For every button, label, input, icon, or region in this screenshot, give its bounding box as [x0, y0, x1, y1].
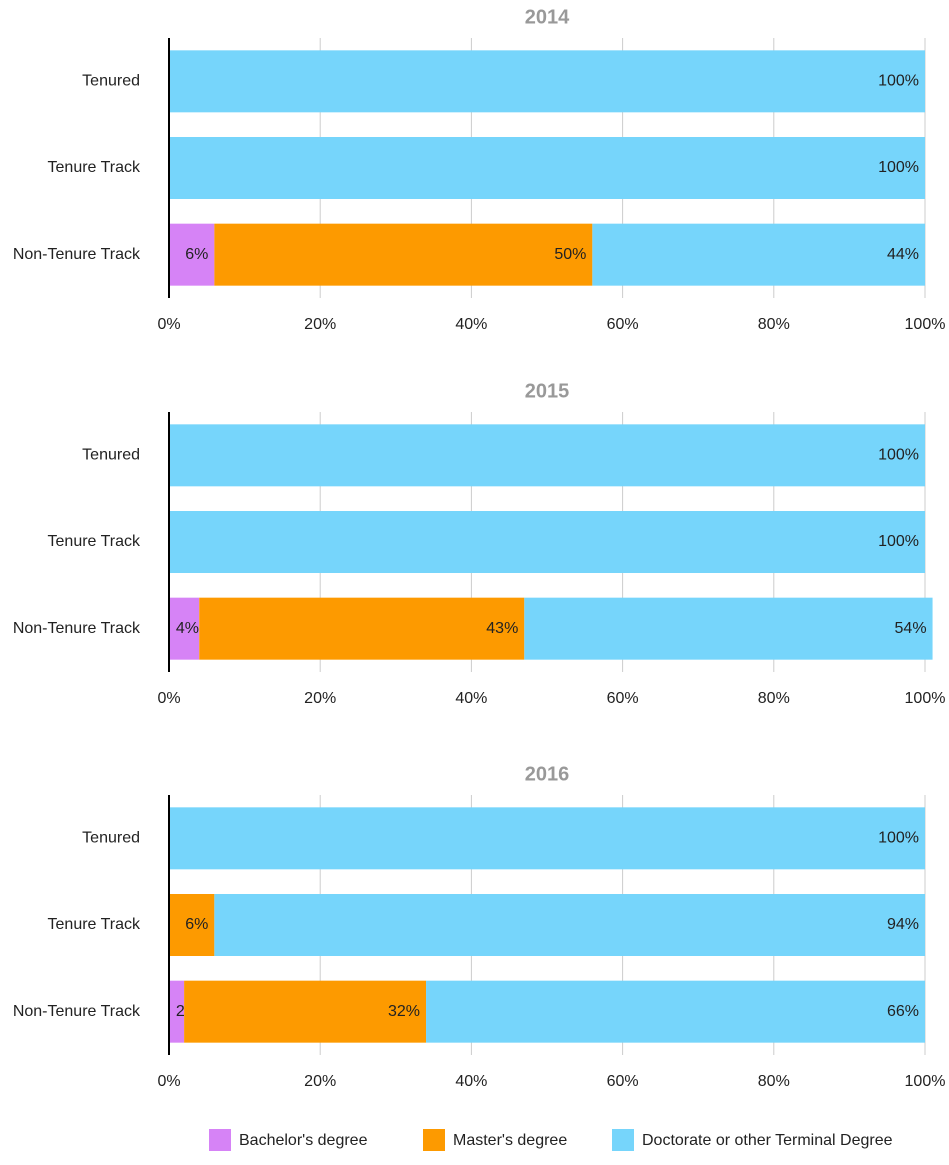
data-label: 100% [878, 533, 919, 550]
data-label: 4% [176, 620, 199, 637]
bar-segment [214, 894, 926, 956]
y-tick-label: Tenure Track [48, 916, 141, 933]
x-tick-label: 0% [157, 1073, 180, 1090]
x-tick-label: 100% [905, 690, 946, 707]
bar-segment [169, 50, 925, 113]
data-label: 43% [486, 620, 518, 637]
bar-segment [214, 223, 593, 286]
x-tick-label: 40% [455, 1073, 487, 1090]
x-tick-label: 20% [304, 1073, 336, 1090]
x-tick-label: 20% [304, 316, 336, 333]
x-tick-label: 40% [455, 316, 487, 333]
x-tick-label: 40% [455, 690, 487, 707]
data-label: 6% [185, 916, 208, 933]
x-tick-label: 80% [758, 1073, 790, 1090]
bar-segment [184, 980, 427, 1043]
data-label: 6% [185, 246, 208, 263]
data-label: 66% [887, 1003, 919, 1020]
legend-swatch [209, 1129, 231, 1151]
y-tick-label: Non-Tenure Track [13, 1003, 141, 1020]
legend-label: Master's degree [453, 1132, 567, 1149]
bar-segment [426, 980, 925, 1043]
x-tick-label: 100% [905, 316, 946, 333]
bar-segment [169, 807, 925, 870]
bar-segment [169, 597, 200, 660]
bar-segment [169, 137, 925, 199]
y-tick-label: Tenure Track [48, 159, 141, 176]
bar-segment [199, 597, 525, 660]
y-tick-label: Tenured [82, 73, 140, 90]
x-tick-label: 80% [758, 690, 790, 707]
bar-segment [169, 424, 925, 487]
chart-title: 2016 [525, 763, 570, 785]
x-tick-label: 20% [304, 690, 336, 707]
legend-swatch [612, 1129, 634, 1151]
data-label: 94% [887, 916, 919, 933]
bar-segment [169, 980, 185, 1043]
legend-label: Doctorate or other Terminal Degree [642, 1132, 893, 1149]
data-label: 50% [554, 246, 586, 263]
bar-segment [169, 894, 215, 956]
data-label: 32% [388, 1003, 420, 1020]
x-tick-label: 80% [758, 316, 790, 333]
y-tick-label: Tenured [82, 830, 140, 847]
data-label: 54% [895, 620, 927, 637]
data-label: 44% [887, 246, 919, 263]
x-tick-label: 0% [157, 316, 180, 333]
bar-segment [592, 223, 925, 286]
x-tick-label: 0% [157, 690, 180, 707]
legend-swatch [423, 1129, 445, 1151]
data-label: 100% [878, 73, 919, 90]
data-label: 100% [878, 447, 919, 464]
bar-segment [169, 223, 215, 286]
bar-segment [169, 511, 925, 573]
x-tick-label: 60% [607, 316, 639, 333]
x-tick-label: 60% [607, 690, 639, 707]
y-tick-label: Tenure Track [48, 533, 141, 550]
chart-title: 2015 [525, 380, 570, 402]
y-tick-label: Non-Tenure Track [13, 246, 141, 263]
y-tick-label: Tenured [82, 447, 140, 464]
chart-title: 2014 [525, 6, 570, 28]
bar-segment [524, 597, 933, 660]
data-label: 100% [878, 830, 919, 847]
x-tick-label: 100% [905, 1073, 946, 1090]
legend-label: Bachelor's degree [239, 1132, 368, 1149]
x-tick-label: 60% [607, 1073, 639, 1090]
y-tick-label: Non-Tenure Track [13, 620, 141, 637]
data-label: 100% [878, 159, 919, 176]
